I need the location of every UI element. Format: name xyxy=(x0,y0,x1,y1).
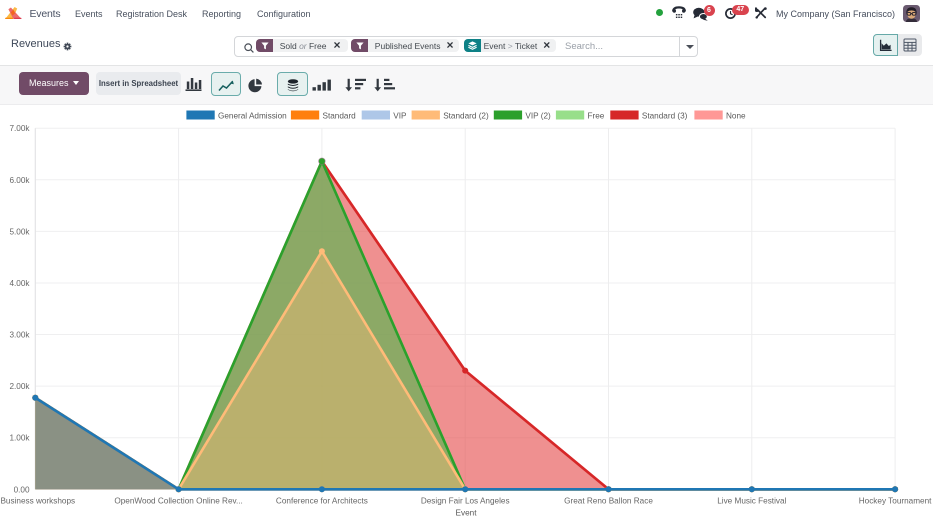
svg-text:Free: Free xyxy=(588,111,605,120)
svg-text:2.00k: 2.00k xyxy=(9,382,30,391)
svg-text:OpenWood Collection Online Rev: OpenWood Collection Online Rev... xyxy=(114,497,243,506)
svg-text:Business workshops: Business workshops xyxy=(0,497,75,506)
svg-text:7.00k: 7.00k xyxy=(9,124,30,133)
svg-text:Standard (3): Standard (3) xyxy=(642,111,688,120)
svg-text:4.00k: 4.00k xyxy=(9,279,30,288)
svg-text:Event: Event xyxy=(456,509,478,518)
svg-text:Standard (2): Standard (2) xyxy=(443,111,489,120)
svg-text:None: None xyxy=(726,111,746,120)
svg-text:0.00: 0.00 xyxy=(14,485,30,494)
svg-text:General Admission: General Admission xyxy=(218,111,287,120)
svg-text:Design Fair Los Angeles: Design Fair Los Angeles xyxy=(421,497,510,506)
svg-text:Great Reno Ballon Race: Great Reno Ballon Race xyxy=(564,497,653,506)
svg-text:Live Music Festival: Live Music Festival xyxy=(717,497,786,506)
svg-text:1.00k: 1.00k xyxy=(9,434,30,443)
svg-text:3.00k: 3.00k xyxy=(9,331,30,340)
svg-text:5.00k: 5.00k xyxy=(9,227,30,236)
svg-text:VIP: VIP xyxy=(393,111,407,120)
svg-text:Standard: Standard xyxy=(323,111,357,120)
svg-text:VIP (2): VIP (2) xyxy=(525,111,551,120)
svg-text:Conference for Architects: Conference for Architects xyxy=(276,497,368,506)
svg-text:6.00k: 6.00k xyxy=(9,176,30,185)
svg-text:Hockey Tournament: Hockey Tournament xyxy=(859,497,932,506)
